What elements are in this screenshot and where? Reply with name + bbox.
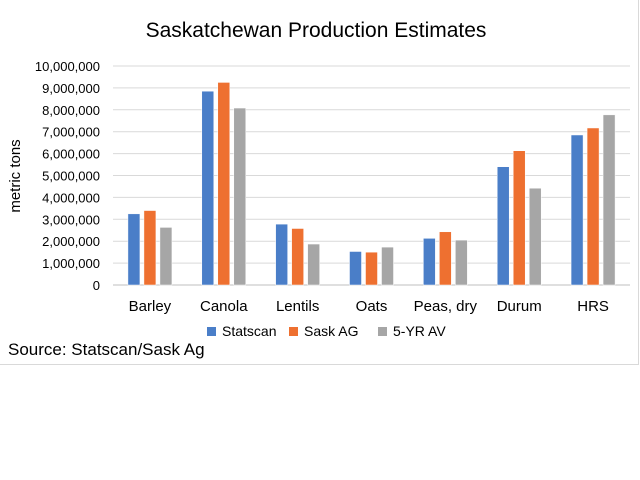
y-axis-label: metric tons (7, 139, 24, 212)
chart-frame: Saskatchewan Production Estimates 0 1,000,… (0, 0, 639, 365)
y-tick-label: 10,000,000 (35, 59, 100, 74)
legend-label: Statscan (222, 323, 276, 339)
y-tick-label: 7,000,000 (42, 125, 100, 140)
y-tick-label: 4,000,000 (42, 190, 100, 205)
x-tick-label: Barley (129, 298, 172, 315)
bar (496, 166, 510, 286)
bar (307, 243, 320, 286)
y-tick-label: 2,000,000 (42, 234, 100, 249)
x-tick-label: Oats (356, 298, 388, 315)
bar (233, 107, 247, 286)
y-tick-label: 8,000,000 (42, 103, 100, 118)
legend-swatch (289, 327, 298, 336)
bar (586, 127, 600, 286)
y-tick-label: 3,000,000 (42, 212, 100, 227)
y-tick-label: 0 (93, 278, 100, 293)
legend-swatch (378, 327, 387, 336)
legend-swatch (207, 327, 216, 336)
y-tick-label: 6,000,000 (42, 147, 100, 162)
y-tick-label: 1,000,000 (42, 256, 100, 271)
y-tick-label: 5,000,000 (42, 169, 100, 184)
bar (365, 251, 378, 286)
bar (217, 82, 231, 286)
y-tick-label: 9,000,000 (42, 81, 100, 96)
bar (455, 239, 468, 286)
x-tick-label: Peas, dry (414, 298, 478, 315)
bar (439, 231, 452, 286)
bar-chart: Saskatchewan Production Estimates 0 1,000,… (7, 19, 630, 339)
bar (381, 246, 394, 286)
bar (127, 213, 141, 286)
bar (349, 251, 362, 286)
x-tick-label: Canola (200, 298, 248, 315)
bar (291, 228, 304, 286)
bar (275, 223, 288, 286)
bar (570, 134, 584, 286)
x-tick-label: Lentils (276, 298, 319, 315)
legend-label: 5-YR AV (393, 323, 446, 339)
bar (143, 210, 157, 286)
x-tick-label: HRS (577, 298, 609, 315)
bar (602, 114, 616, 286)
legend-label: Sask AG (304, 323, 358, 339)
chart-title: Saskatchewan Production Estimates (146, 19, 487, 42)
bar (159, 227, 173, 286)
x-tick-label: Durum (497, 298, 542, 315)
bar (512, 150, 526, 286)
bar (201, 90, 215, 286)
source-note: Source: Statscan/Sask Ag (8, 340, 205, 359)
bar (528, 187, 542, 286)
bar (423, 238, 436, 286)
